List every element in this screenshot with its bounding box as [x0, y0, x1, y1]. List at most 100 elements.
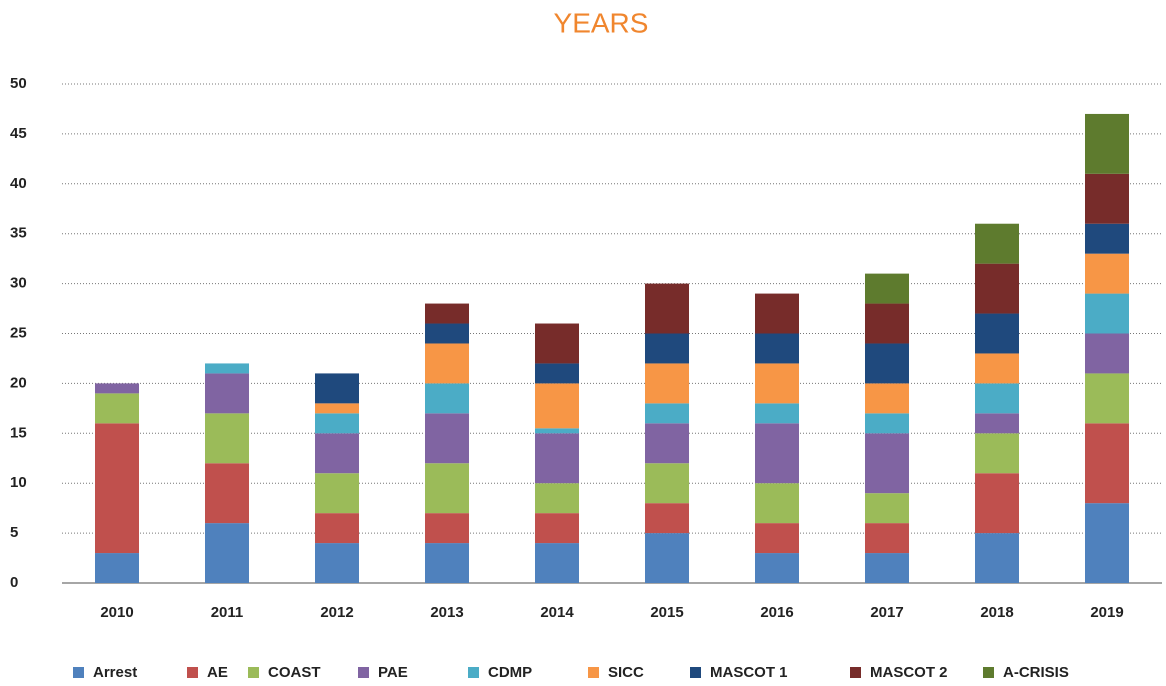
- bar-segment: [755, 293, 799, 334]
- x-tick-label: 2013: [430, 604, 463, 621]
- x-tick-label: 2018: [980, 604, 1013, 621]
- legend-label: MASCOT 2: [870, 664, 948, 681]
- bar-segment: [865, 493, 909, 524]
- bar-segment: [535, 383, 579, 429]
- bar-segment: [645, 533, 689, 583]
- bar-segment: [205, 373, 249, 414]
- bar-segment: [865, 343, 909, 384]
- bar-segment: [425, 383, 469, 414]
- bar-segment: [975, 473, 1019, 534]
- bar-segment: [755, 523, 799, 554]
- bar-segment: [645, 463, 689, 504]
- bar-segment: [535, 433, 579, 484]
- bar-segment: [975, 353, 1019, 384]
- bar-segment: [315, 433, 359, 474]
- bar-segment: [645, 423, 689, 464]
- bar-segment: [1085, 503, 1129, 583]
- legend-swatch: [468, 667, 479, 678]
- bar-segment: [865, 413, 909, 434]
- bar-segment: [95, 423, 139, 554]
- bar-segment: [755, 423, 799, 484]
- legend-label: PAE: [378, 664, 408, 681]
- legend-label: Arrest: [93, 664, 137, 681]
- y-tick-label: 35: [10, 225, 27, 242]
- bar-segment: [1085, 293, 1129, 334]
- bar-segment: [865, 523, 909, 554]
- bar-segment: [1085, 253, 1129, 294]
- legend-swatch: [983, 667, 994, 678]
- bar-segment: [535, 483, 579, 514]
- bar-segment: [205, 363, 249, 374]
- bar-segment: [535, 363, 579, 384]
- bar-segment: [755, 553, 799, 583]
- legend-label: CDMP: [488, 664, 532, 681]
- y-tick-label: 5: [10, 524, 18, 541]
- chart-title: YEARS: [554, 7, 649, 38]
- bar-segment: [425, 413, 469, 464]
- y-tick-label: 0: [10, 574, 18, 591]
- bar-segment: [975, 263, 1019, 314]
- x-tick-label: 2015: [650, 604, 683, 621]
- legend-label: A-CRISIS: [1003, 664, 1069, 681]
- bar-segment: [205, 523, 249, 583]
- legend-swatch: [358, 667, 369, 678]
- bar-segment: [755, 403, 799, 424]
- bar-segment: [975, 533, 1019, 583]
- bar-segment: [425, 323, 469, 344]
- x-tick-label: 2019: [1090, 604, 1123, 621]
- y-tick-label: 10: [10, 474, 27, 491]
- bar-segment: [205, 413, 249, 464]
- bar-segment: [535, 543, 579, 583]
- bar-segment: [425, 303, 469, 324]
- bar-segment: [95, 553, 139, 583]
- legend-swatch: [73, 667, 84, 678]
- bar-segment: [535, 513, 579, 544]
- y-tick-label: 40: [10, 175, 27, 192]
- legend-swatch: [850, 667, 861, 678]
- legend-label: SICC: [608, 664, 644, 681]
- bar-segment: [865, 553, 909, 583]
- bar-segment: [315, 403, 359, 414]
- bar-segment: [315, 543, 359, 583]
- y-tick-label: 50: [10, 75, 27, 92]
- bar-segment: [425, 513, 469, 544]
- legend-label: AE: [207, 664, 228, 681]
- y-tick-label: 20: [10, 374, 27, 391]
- bar-segment: [865, 383, 909, 414]
- bar-segment: [1085, 223, 1129, 254]
- bar-segment: [645, 333, 689, 364]
- bar-segment: [1085, 423, 1129, 504]
- bar-segment: [315, 473, 359, 514]
- bar-segment: [975, 433, 1019, 474]
- bar-segment: [1085, 173, 1129, 224]
- bar-segment: [1085, 113, 1129, 174]
- bar-segment: [865, 273, 909, 304]
- bar-segment: [645, 363, 689, 404]
- bar-segment: [865, 303, 909, 344]
- bar-segment: [755, 363, 799, 404]
- bar-segment: [865, 433, 909, 494]
- bar-segment: [975, 313, 1019, 354]
- bar-segment: [755, 483, 799, 524]
- bar-segment: [315, 373, 359, 404]
- bar-segment: [535, 323, 579, 364]
- legend-swatch: [690, 667, 701, 678]
- bar-segment: [975, 223, 1019, 264]
- y-tick-label: 30: [10, 275, 27, 292]
- x-tick-label: 2012: [320, 604, 353, 621]
- bar-segment: [95, 393, 139, 424]
- bar-segment: [975, 383, 1019, 414]
- legend-swatch: [248, 667, 259, 678]
- bar-segment: [425, 343, 469, 384]
- bar-segment: [645, 403, 689, 424]
- x-tick-label: 2017: [870, 604, 903, 621]
- bar-segment: [425, 543, 469, 583]
- bar-segment: [975, 413, 1019, 434]
- y-tick-label: 45: [10, 125, 27, 142]
- bar-segment: [95, 383, 139, 394]
- bar-segment: [1085, 333, 1129, 374]
- legend-swatch: [588, 667, 599, 678]
- bar-segment: [645, 503, 689, 534]
- legend-label: COAST: [268, 664, 321, 681]
